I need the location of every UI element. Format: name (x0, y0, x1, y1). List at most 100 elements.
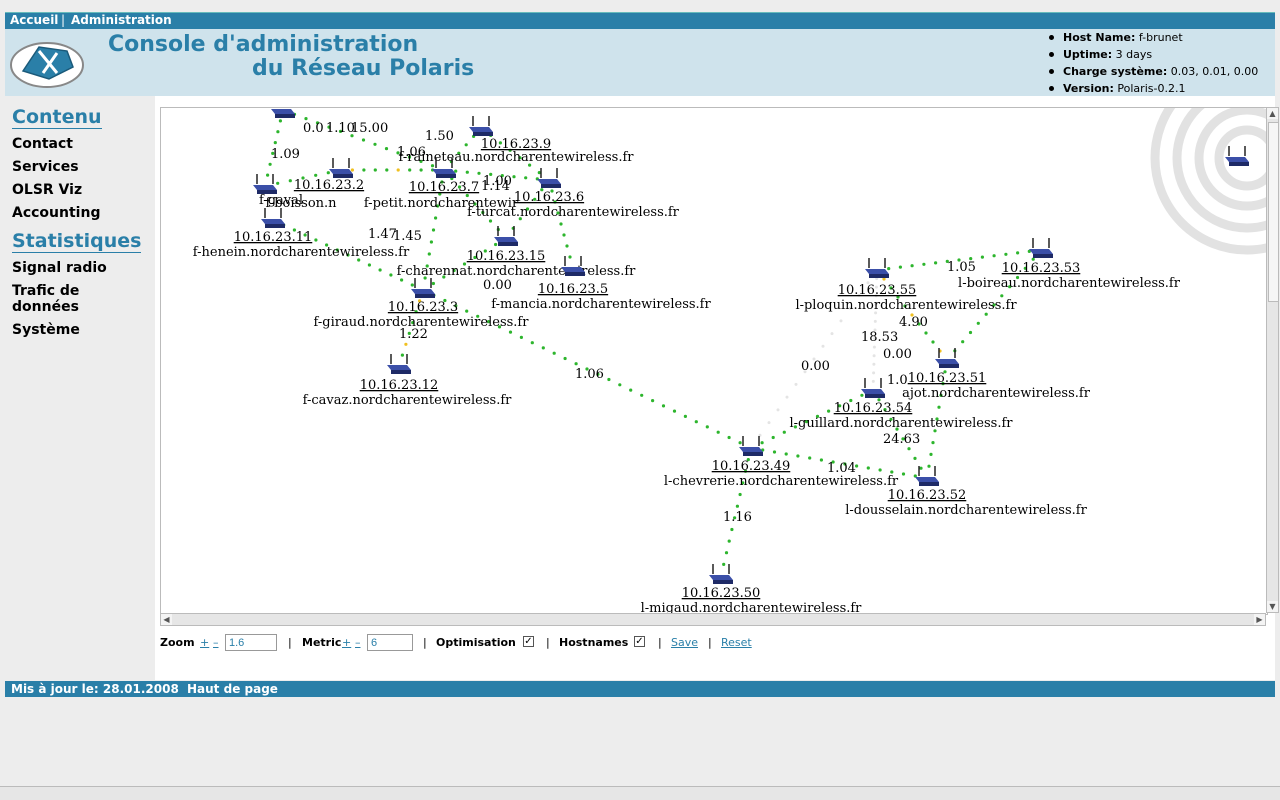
metric-input[interactable] (367, 634, 413, 651)
router-icon[interactable] (1225, 146, 1249, 166)
viz-vertical-scrollbar[interactable]: ▲ ▼ (1266, 107, 1279, 613)
sidebar-item-signal-radio[interactable]: Signal radio (12, 260, 107, 276)
uptime-item: Uptime: 3 days (1045, 46, 1258, 63)
node-hostname-label: l-dousselain.nordcharentewireless.fr (845, 503, 1087, 518)
sidebar-item-accounting[interactable]: Accounting (12, 205, 101, 221)
router-icon[interactable] (387, 354, 411, 374)
node-hostname-label: l-chevrerie.nordcharentewireless.fr (664, 474, 899, 489)
scroll-thumb[interactable] (1268, 122, 1279, 302)
link-dot (552, 351, 556, 355)
router-icon[interactable] (1029, 238, 1053, 258)
zoom-minus-button[interactable]: – (213, 636, 219, 649)
link-dot (922, 262, 926, 266)
link-dot (457, 151, 461, 155)
router-icon[interactable] (432, 158, 456, 178)
router-icon[interactable] (865, 258, 889, 278)
nav-admin-link[interactable]: Administration (71, 13, 172, 27)
scroll-left-icon[interactable]: ◀ (161, 614, 172, 625)
router-icon[interactable] (861, 378, 885, 398)
link-dot (683, 414, 688, 418)
node-ip-link[interactable]: 10.16.23.55 (838, 283, 917, 298)
router-icon[interactable] (411, 278, 435, 298)
link-dot (640, 393, 644, 397)
node-ip-link[interactable]: 10.16.23.50 (682, 586, 761, 601)
metric-plus-button[interactable]: + (342, 636, 352, 649)
link-dot (901, 437, 905, 441)
link-dot (889, 286, 893, 290)
viz-horizontal-scrollbar[interactable]: ◀ ▶ (160, 613, 1266, 626)
save-link[interactable]: Save (671, 636, 699, 649)
router-icon[interactable] (494, 226, 518, 246)
optimisation-checkbox[interactable]: ✓ (523, 636, 534, 647)
node-ip-link[interactable]: 10.16.23.5 (538, 282, 608, 297)
link-dot-weak (857, 293, 861, 297)
sidebar-item-trafic-line2[interactable]: données (12, 299, 79, 315)
scroll-right-icon[interactable]: ▶ (1254, 614, 1265, 625)
reset-link[interactable]: Reset (721, 636, 752, 649)
back-to-top-link[interactable]: Haut de page (187, 682, 278, 696)
node-ip-link[interactable]: 10.16.23.53 (1002, 261, 1081, 276)
link-dot (327, 125, 331, 129)
link-dot (325, 243, 329, 247)
sidebar-item-trafic-line1[interactable]: Trafic de (12, 283, 80, 299)
node-ip-link[interactable]: 10.16.23.7 (409, 180, 479, 195)
node-ip-link[interactable]: 10.16.23.9 (481, 137, 551, 152)
node-ip-link[interactable]: 10.16.23.2 (294, 178, 364, 193)
sidebar-item-olsr-viz[interactable]: OLSR Viz (12, 182, 83, 198)
sidebar-item-services[interactable]: Services (12, 159, 79, 175)
router-icon[interactable] (561, 256, 585, 276)
router-icon[interactable] (261, 208, 285, 228)
scroll-up-icon[interactable]: ▲ (1267, 108, 1278, 119)
node-ip-link[interactable]: 10.16.23.6 (514, 190, 584, 205)
link-dot (727, 539, 731, 543)
link-dot (533, 197, 537, 201)
link-dot (476, 314, 480, 318)
router-icon[interactable] (915, 466, 939, 486)
node-ip-link[interactable]: 10.16.23.54 (834, 401, 913, 416)
router-icon[interactable] (271, 108, 295, 118)
node-ip-link[interactable]: 10.16.23.49 (712, 459, 791, 474)
node-ip-link[interactable]: 10.16.23.52 (888, 488, 967, 503)
node-ip-link[interactable]: 10.16.23.11 (234, 230, 313, 245)
olsr-topology-viewport[interactable]: 0.0 1.10 15.00 1.50 1.09 1.06 1.00 1.14 1.47 1.45… (160, 107, 1268, 615)
link-dot (443, 298, 447, 303)
zoom-plus-button[interactable]: + (200, 636, 210, 649)
sidebar-item-systeme[interactable]: Système (12, 322, 80, 338)
link-dot (933, 429, 937, 433)
router-icon[interactable] (739, 436, 763, 456)
router-icon[interactable] (329, 158, 353, 178)
node-ip-link[interactable]: 10.16.23.51 (908, 371, 987, 386)
link-dot-weak (874, 302, 878, 306)
hostnames-checkbox[interactable]: ✓ (634, 636, 645, 647)
link-dot (883, 408, 887, 412)
sidebar-item-contact[interactable]: Contact (12, 136, 73, 152)
router-icon[interactable] (935, 348, 959, 368)
node-hostname-label: l-migaud.nordcharentewireless.fr (641, 601, 863, 614)
node-ip-link[interactable]: 10.16.23.3 (388, 300, 458, 315)
link-dot (917, 322, 921, 326)
router-icon[interactable] (537, 168, 561, 188)
router-icon[interactable] (709, 564, 733, 584)
nav-home-link[interactable]: Accueil (10, 13, 59, 27)
node-hostname-label: ajot.nordcharentewireless.fr (902, 386, 1091, 401)
router-icon[interactable] (253, 174, 277, 194)
node-hostname-label: f-charennat.nordcharentewireless.fr (397, 264, 637, 279)
node-ip-link[interactable]: 10.16.23.12 (360, 378, 439, 393)
window-horizontal-scrollbar[interactable] (0, 786, 1280, 800)
router-icon[interactable] (469, 116, 493, 136)
link-dot (694, 420, 698, 424)
link-dot-weak (874, 285, 878, 289)
link-dot (276, 181, 280, 185)
metric-minus-button[interactable]: – (355, 636, 361, 649)
footer: Mis à jour le: 28.01.2008 Haut de page (5, 681, 1275, 697)
scroll-down-icon[interactable]: ▼ (1267, 601, 1278, 612)
link-dot (378, 268, 382, 272)
zoom-input[interactable] (225, 634, 277, 651)
node-ip-link[interactable]: 10.16.23.15 (467, 249, 546, 264)
link-dot (913, 456, 917, 460)
link-dot (440, 180, 444, 184)
link-dot (314, 238, 318, 242)
link-dot (473, 202, 477, 206)
link-dot (1027, 249, 1031, 253)
